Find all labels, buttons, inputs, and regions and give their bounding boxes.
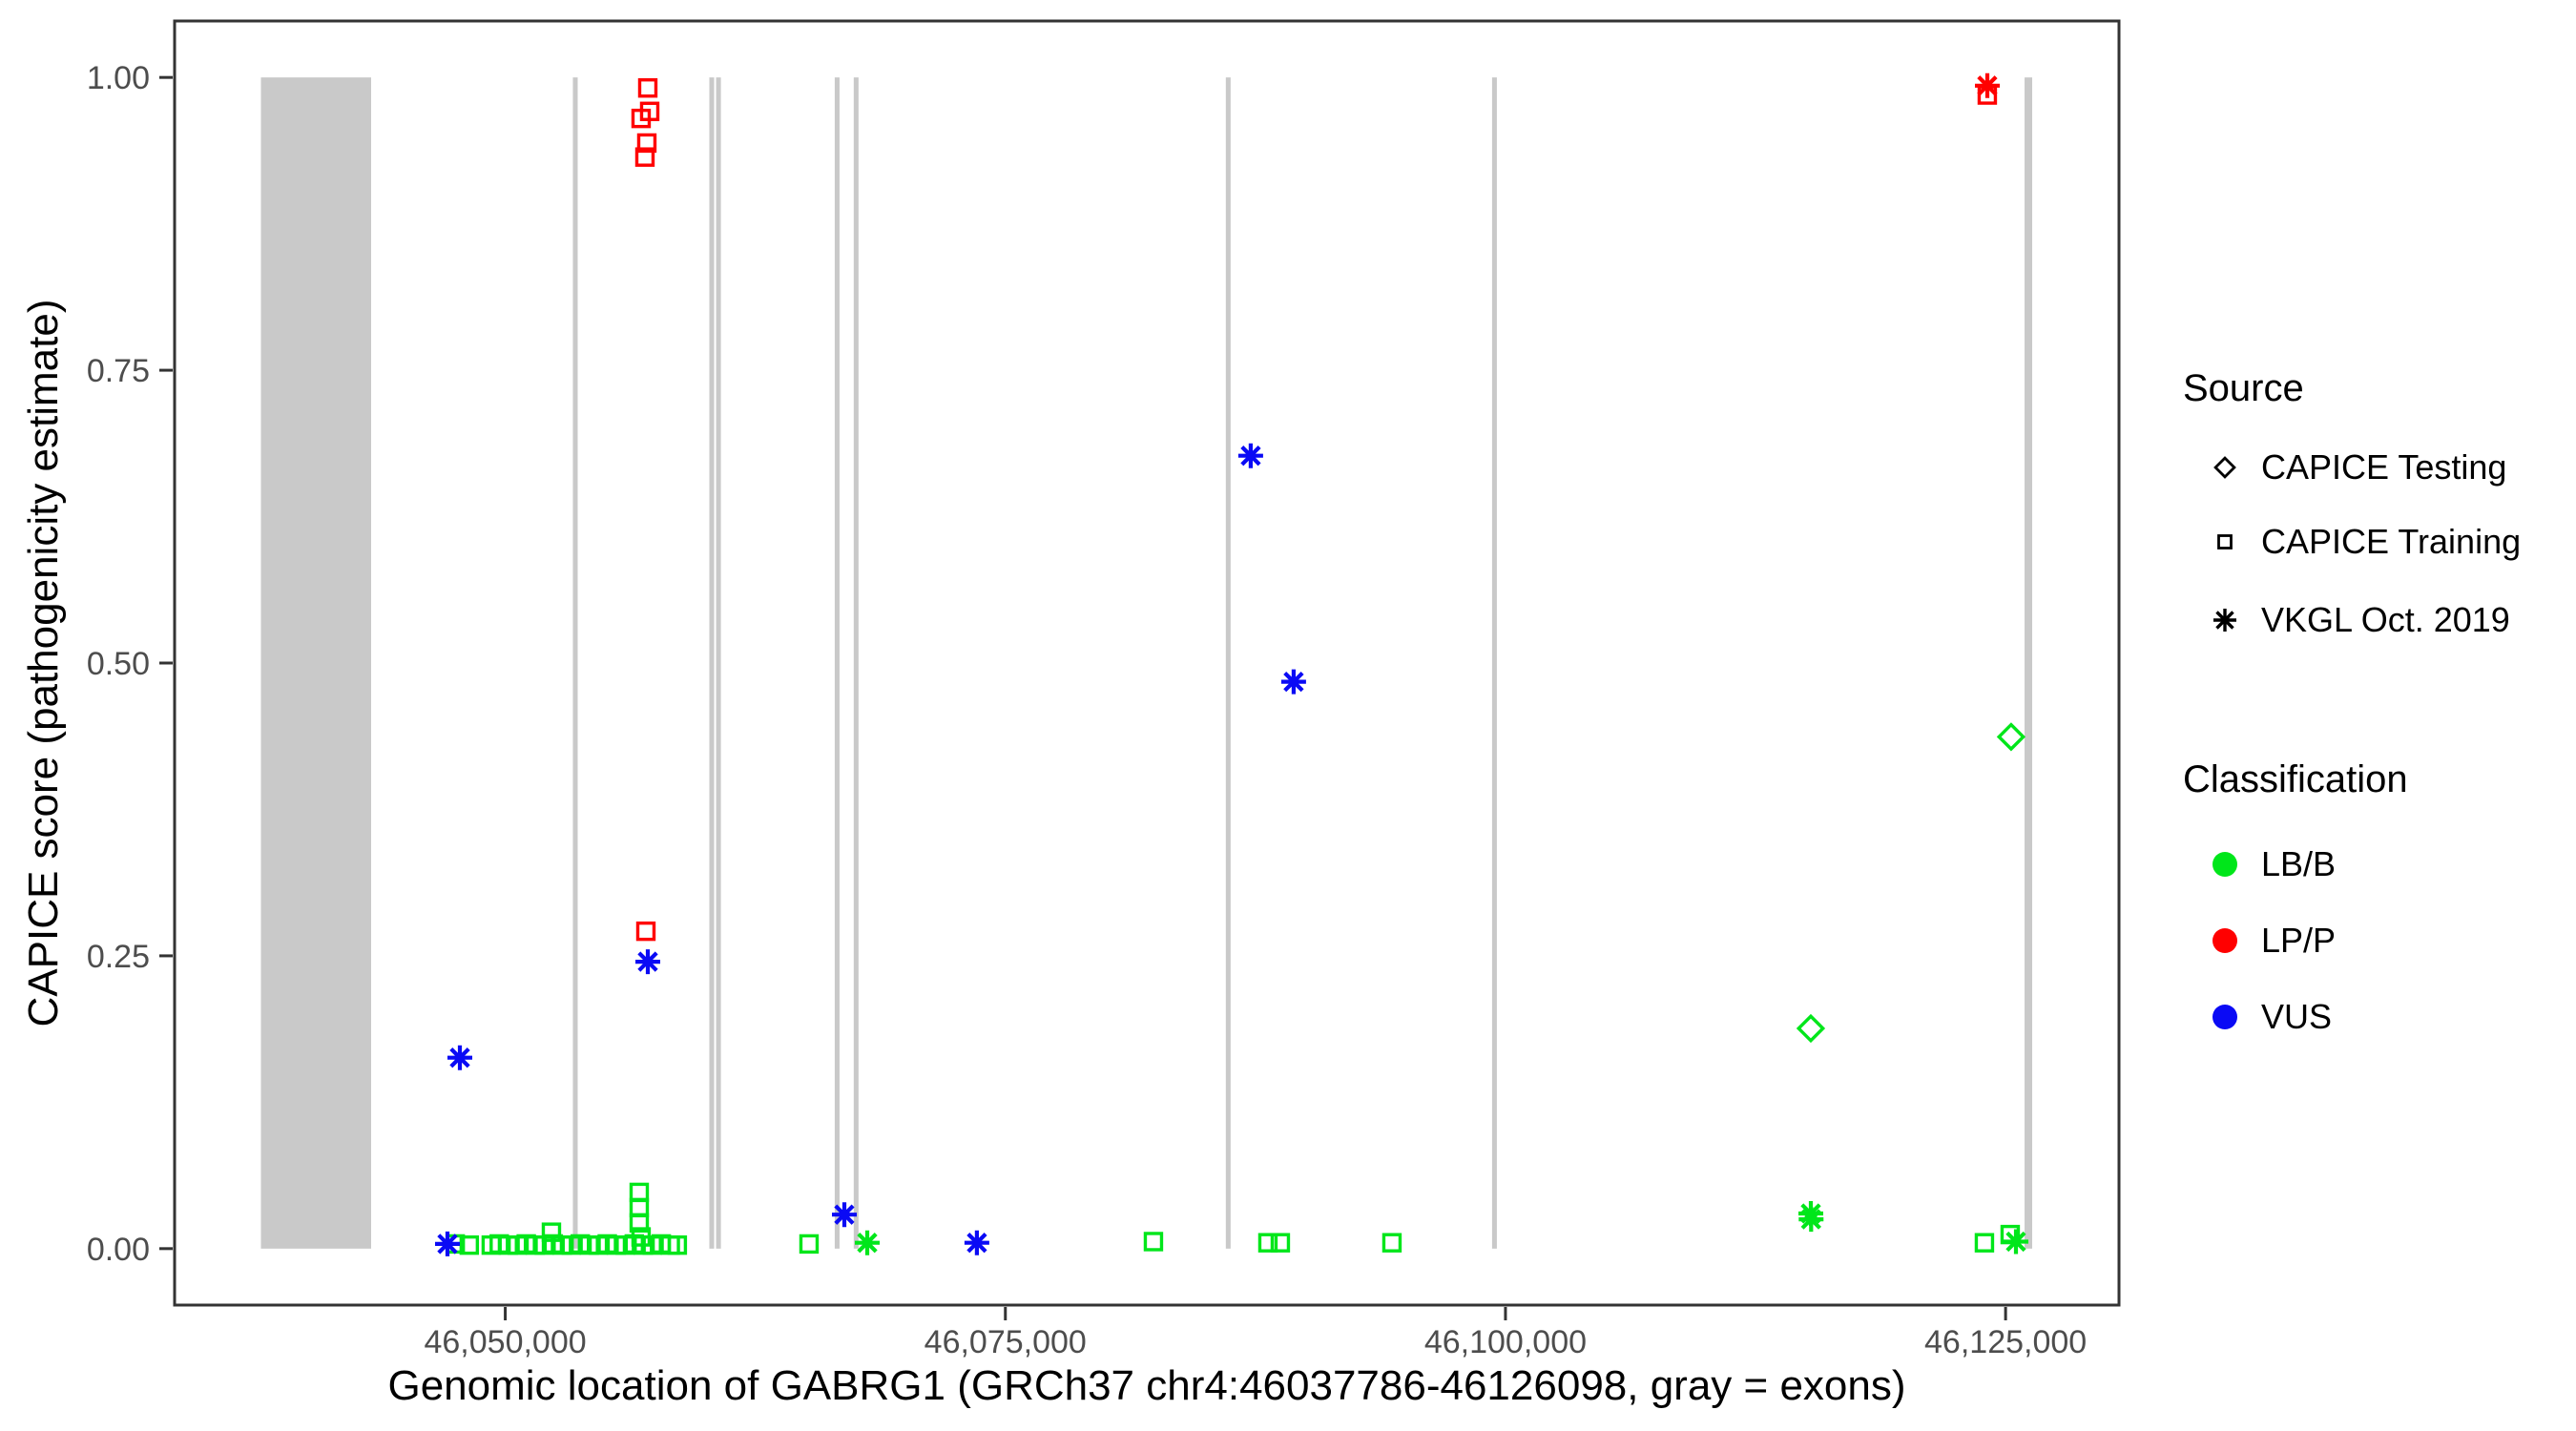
exon-region (834, 77, 840, 1249)
exon-region (709, 77, 715, 1249)
red-dot-icon (2202, 920, 2248, 962)
exon-region (572, 77, 578, 1249)
legend-item-vus: VUS (2202, 996, 2332, 1038)
data-point-square (629, 1213, 650, 1234)
data-point-diamond (1796, 1013, 1826, 1044)
legend-source-title: Source (2183, 367, 2304, 409)
asterisk-icon (2202, 599, 2248, 641)
data-point-square (631, 108, 652, 129)
x-tick-label: 46,050,000 (424, 1324, 586, 1360)
diamond-icon (2202, 446, 2248, 488)
y-axis-title: CAPICE score (pathogenicity estimate) (20, 299, 67, 1027)
data-point-asterisk (1975, 73, 2000, 98)
data-point-asterisk (2004, 1229, 2028, 1255)
panel-border (173, 19, 2121, 1307)
data-point-asterisk (1798, 1207, 1824, 1233)
legend-label: VKGL Oct. 2019 (2261, 600, 2510, 639)
x-tick-label: 46,125,000 (1924, 1324, 2087, 1360)
exon-region (716, 77, 721, 1249)
y-tick-label: 0.75 (87, 353, 150, 389)
data-point-asterisk (964, 1230, 989, 1255)
data-point-asterisk (447, 1045, 472, 1070)
data-point-square (634, 147, 655, 167)
exon-region (2025, 77, 2033, 1249)
data-point-square (667, 1234, 688, 1255)
data-point-asterisk (1237, 443, 1263, 468)
data-point-diamond (1996, 722, 2026, 752)
legend-label: VUS (2261, 997, 2333, 1036)
data-point-square (637, 78, 658, 98)
data-point-asterisk (1280, 669, 1306, 695)
legend-classification-title: Classification (2183, 758, 2408, 800)
y-tick-label: 0.50 (87, 646, 150, 682)
exon-region (1491, 77, 1497, 1249)
legend-item-lpp: LP/P (2202, 920, 2336, 962)
data-point-square (636, 133, 657, 154)
x-axis-title: Genomic location of GABRG1 (GRCh37 chr4:… (387, 1362, 1906, 1409)
data-point-square (631, 1227, 652, 1247)
data-point-square (635, 921, 656, 942)
legend-item-capice-testing: CAPICE Testing (2202, 446, 2506, 488)
data-point-asterisk (435, 1231, 460, 1256)
exon-region (260, 77, 372, 1249)
data-point-square (1143, 1232, 1164, 1252)
legend-item-vkgl: VKGL Oct. 2019 (2202, 599, 2510, 641)
data-point-square (541, 1222, 562, 1242)
legend-label: LP/P (2261, 921, 2337, 960)
data-point-asterisk (635, 949, 660, 975)
data-point-square (1381, 1233, 1402, 1253)
legend-item-capice-training: CAPICE Training (2202, 521, 2521, 563)
blue-dot-icon (2202, 996, 2248, 1038)
data-point-square (1257, 1233, 1278, 1253)
x-tick-label: 46,100,000 (1424, 1324, 1587, 1360)
y-tick-label: 0.25 (87, 939, 150, 975)
data-point-asterisk (832, 1202, 857, 1228)
data-point-square (799, 1234, 820, 1255)
square-icon (2202, 521, 2248, 563)
legend-item-lbb: LB/B (2202, 843, 2336, 885)
green-dot-icon (2202, 843, 2248, 885)
data-point-square (459, 1234, 480, 1255)
y-tick-label: 1.00 (87, 60, 150, 96)
data-point-square (1974, 1233, 1995, 1253)
legend-label: CAPICE Training (2261, 522, 2522, 561)
legend-classification: Classification (2183, 758, 2408, 801)
y-tick-label: 0.00 (87, 1232, 150, 1268)
legend-source: Source (2183, 367, 2304, 410)
legend-label: LB/B (2261, 844, 2337, 883)
exon-region (1225, 77, 1231, 1249)
legend-label: CAPICE Testing (2261, 447, 2507, 487)
exon-region (853, 77, 859, 1249)
x-tick-label: 46,075,000 (924, 1324, 1087, 1360)
data-point-square (1270, 1233, 1291, 1253)
data-point-asterisk (855, 1230, 880, 1255)
